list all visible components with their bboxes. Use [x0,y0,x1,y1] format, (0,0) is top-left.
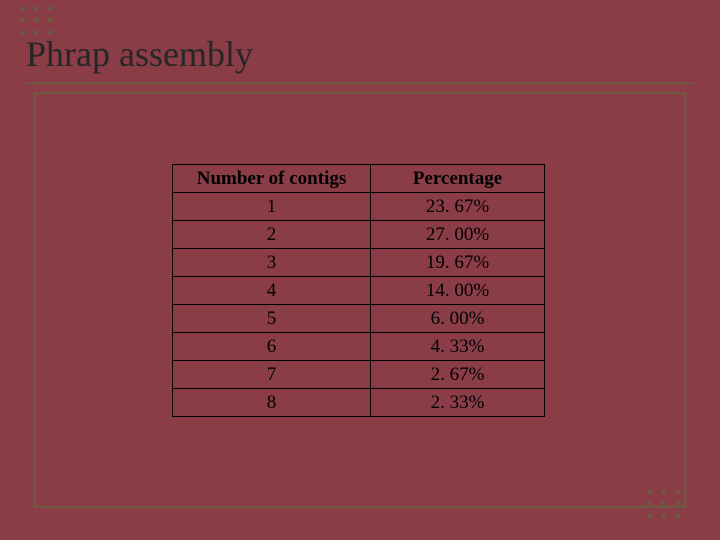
cell-percentage: 23. 67% [371,193,545,221]
cell-percentage: 4. 33% [371,333,545,361]
table-row: 5 6. 00% [173,305,545,333]
table-row: 6 4. 33% [173,333,545,361]
decorative-dots-top-left [20,6,53,35]
cell-percentage: 14. 00% [371,277,545,305]
cell-contigs: 4 [173,277,371,305]
title-underline [26,82,694,84]
col-header-percentage: Percentage [371,165,545,193]
contigs-table: Number of contigs Percentage 1 23. 67% 2… [172,164,545,417]
cell-contigs: 1 [173,193,371,221]
table-header-row: Number of contigs Percentage [173,165,545,193]
cell-percentage: 2. 67% [371,361,545,389]
table-row: 2 27. 00% [173,221,545,249]
cell-percentage: 19. 67% [371,249,545,277]
cell-percentage: 2. 33% [371,389,545,417]
cell-contigs: 5 [173,305,371,333]
table-row: 4 14. 00% [173,277,545,305]
cell-contigs: 3 [173,249,371,277]
cell-contigs: 7 [173,361,371,389]
table-row: 7 2. 67% [173,361,545,389]
page-title: Phrap assembly [26,33,253,75]
decorative-dots-bottom-right [647,489,680,518]
cell-contigs: 8 [173,389,371,417]
table-row: 1 23. 67% [173,193,545,221]
col-header-contigs: Number of contigs [173,165,371,193]
cell-contigs: 2 [173,221,371,249]
cell-percentage: 27. 00% [371,221,545,249]
table-row: 3 19. 67% [173,249,545,277]
cell-contigs: 6 [173,333,371,361]
cell-percentage: 6. 00% [371,305,545,333]
table-row: 8 2. 33% [173,389,545,417]
